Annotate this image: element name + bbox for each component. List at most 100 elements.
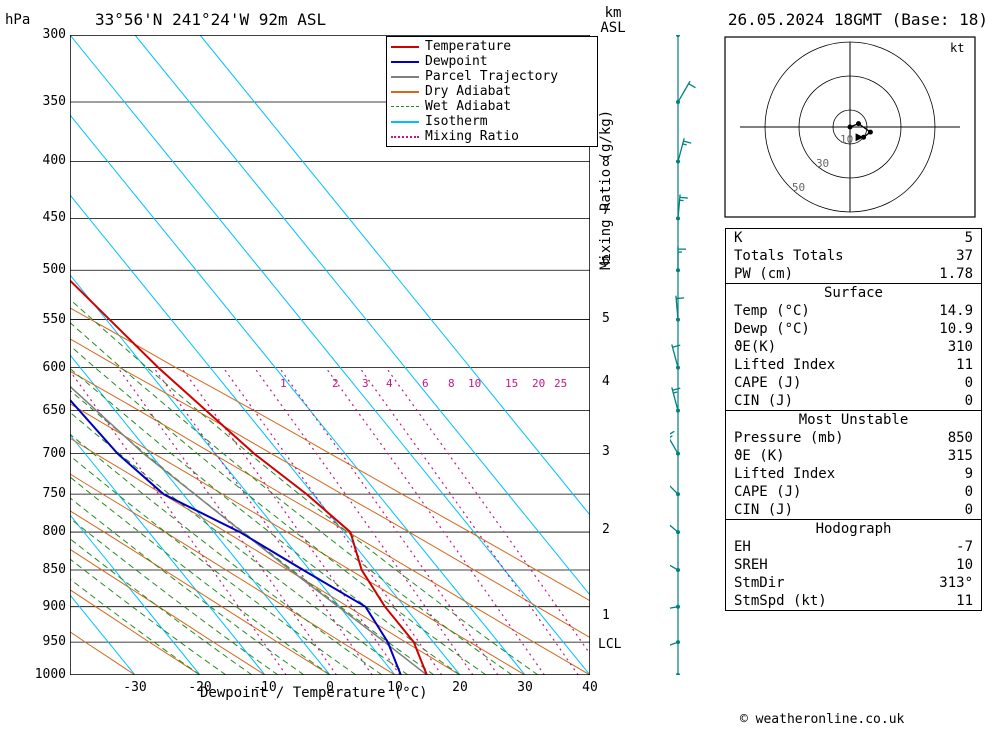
index-row: Temp (°C) 14.9 [726,302,981,320]
index-key: SREH [734,557,768,573]
index-key: Temp (°C) [734,303,810,319]
index-row: CIN (J)0 [726,392,981,410]
legend-swatch [391,91,419,93]
index-key: K [734,230,742,246]
mixing-ratio-label: 15 [505,377,518,390]
index-row: Totals Totals 37 [726,247,981,265]
mixing-ratio-label: 1 [280,377,287,390]
legend-item: Dry Adiabat [391,84,593,99]
legend-item: Parcel Trajectory [391,69,593,84]
legend-item: Wet Adiabat [391,99,593,114]
x-tick: 40 [582,680,598,695]
index-val: 10 [956,557,973,573]
mixing-ratio-label: 20 [532,377,545,390]
legend-swatch [391,136,419,138]
pressure-tick: 650 [28,403,66,418]
km-tick: 4 [602,374,610,389]
x-tick: 30 [517,680,533,695]
index-key: Lifted Index [734,357,835,373]
index-val: 310 [948,339,973,355]
pressure-tick: 450 [28,210,66,225]
index-key: EH [734,539,751,555]
title-right: 26.05.2024 18GMT (Base: 18) [728,10,988,29]
index-key: StmSpd (kt) [734,593,827,609]
km-tick: 1 [602,608,610,623]
index-key: ϑE(K) [734,339,776,355]
index-key: StmDir [734,575,785,591]
x-tick: 10 [387,680,403,695]
x-tick: 20 [452,680,468,695]
pressure-tick: 350 [28,94,66,109]
km-tick: 6 [602,254,610,269]
km-tick: 8 [602,155,610,170]
legend-item: Mixing Ratio [391,129,593,144]
legend-swatch [391,121,419,123]
copyright: © weatheronline.co.uk [740,712,904,727]
index-key: Lifted Index [734,466,835,482]
index-val: 37 [956,248,973,264]
legend: TemperatureDewpointParcel TrajectoryDry … [386,36,598,147]
index-key: Totals Totals [734,248,844,264]
ylabel-km: kmASL [598,6,628,37]
pressure-tick: 1000 [28,667,66,682]
km-tick: 3 [602,444,610,459]
svg-text:10: 10 [840,133,853,146]
index-row: EH -7 [726,538,981,556]
pressure-tick: 300 [28,27,66,42]
mixing-ratio-label: 2 [332,377,339,390]
legend-item: Isotherm [391,114,593,129]
ylabel-km-text: kmASL [600,5,625,36]
index-val: 5 [965,230,973,246]
index-val: 10.9 [939,321,973,337]
x-tick: -30 [123,680,146,695]
index-row: CAPE (J) 0 [726,374,981,392]
index-val: 850 [948,430,973,446]
km-tick: 5 [602,311,610,326]
pressure-tick: 550 [28,312,66,327]
index-val: 0 [965,484,973,500]
index-key: Pressure (mb) [734,430,844,446]
pressure-tick: 400 [28,153,66,168]
index-row: K5 [726,229,981,247]
lcl-label: LCL [598,637,621,652]
x-tick: -20 [188,680,211,695]
index-key: CAPE (J) [734,484,801,500]
mixing-ratio-label: 25 [554,377,567,390]
index-val: 313° [939,575,973,591]
pressure-tick: 850 [28,562,66,577]
index-row: StmDir 313° [726,574,981,592]
pressure-tick: 900 [28,599,66,614]
legend-item: Dewpoint [391,54,593,69]
index-val: -7 [956,539,973,555]
index-header: Most Unstable [726,410,981,429]
km-tick: 7 [602,203,610,218]
index-val: 315 [948,448,973,464]
legend-label: Wet Adiabat [425,99,511,114]
mixing-ratio-label: 8 [448,377,455,390]
ylabel-hpa: hPa [5,12,30,28]
pressure-tick: 800 [28,524,66,539]
title-left: 33°56'N 241°24'W 92m ASL [95,10,326,29]
index-key: CIN (J) [734,393,793,409]
index-val: 0 [965,375,973,391]
index-header: Surface [726,283,981,302]
index-row: StmSpd (kt)11 [726,592,981,610]
legend-swatch [391,46,419,48]
ylabel-mix: Mixing Ratio (g/kg) [598,110,614,270]
legend-swatch [391,61,419,63]
wind-barb-column [670,35,710,675]
index-key: ϑE (K) [734,448,785,464]
legend-label: Dewpoint [425,54,488,69]
index-val: 9 [965,466,973,482]
index-key: PW (cm) [734,266,793,282]
index-val: 11 [956,357,973,373]
index-val: 0 [965,502,973,518]
index-key: CAPE (J) [734,375,801,391]
index-val: 14.9 [939,303,973,319]
root: 33°56'N 241°24'W 92m ASL 26.05.2024 18GM… [0,0,1000,733]
index-row: ϑE(K) 310 [726,338,981,356]
legend-label: Isotherm [425,114,488,129]
legend-label: Parcel Trajectory [425,69,558,84]
svg-text:kt: kt [950,41,964,55]
index-row: PW (cm)1.78 [726,265,981,283]
